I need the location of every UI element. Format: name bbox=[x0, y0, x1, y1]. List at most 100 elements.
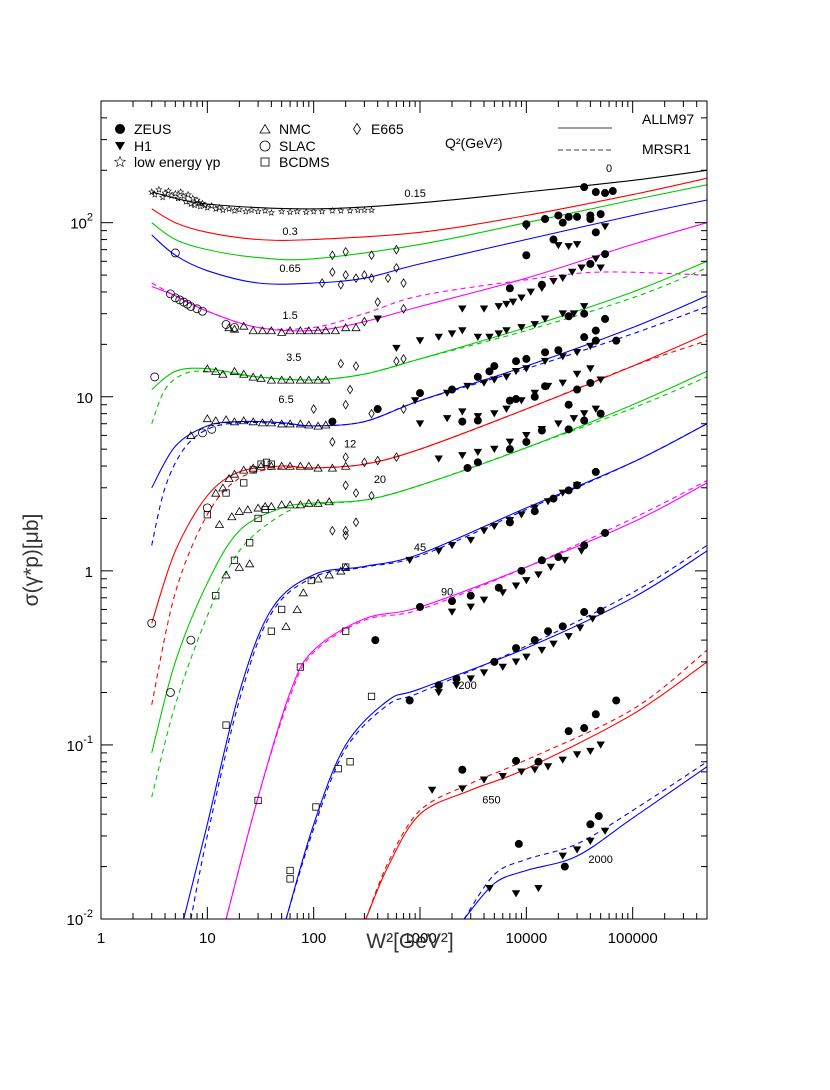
h1-point-21 bbox=[415, 337, 425, 345]
zeus-point-6 bbox=[554, 211, 563, 220]
nmc-point-52 bbox=[285, 500, 295, 509]
h1-point-93 bbox=[434, 689, 443, 697]
zeus-point-0 bbox=[580, 183, 589, 192]
zeus-point-60 bbox=[591, 467, 600, 476]
zeus-point-2 bbox=[601, 189, 610, 198]
zeus-point-53 bbox=[580, 416, 589, 425]
nmc-point-58 bbox=[229, 324, 240, 333]
nmc-point-57 bbox=[224, 323, 234, 332]
lowenergy-point-31 bbox=[254, 207, 262, 215]
nmc-point-79 bbox=[324, 570, 334, 579]
legend-label-mrsr1: MRSR1 bbox=[642, 141, 691, 157]
nmc-point-42 bbox=[327, 463, 338, 472]
nmc-point-22 bbox=[266, 418, 277, 427]
lowenergy-point-8 bbox=[174, 194, 182, 202]
nmc-point-20 bbox=[248, 417, 258, 426]
zeus-point-79 bbox=[580, 608, 589, 617]
zeus-point-33 bbox=[554, 346, 563, 355]
bcdms-point-7 bbox=[230, 556, 239, 564]
h1-point-42 bbox=[522, 365, 531, 373]
h1-point-56 bbox=[558, 379, 567, 387]
x-tick-label-10000: 10000 bbox=[505, 930, 547, 947]
nmc-point-25 bbox=[295, 419, 306, 428]
nmc-point-50 bbox=[266, 501, 277, 510]
slac-point-12 bbox=[192, 304, 202, 314]
h1-point-98 bbox=[511, 658, 521, 666]
h1-point-108 bbox=[498, 772, 507, 781]
legend-marker-0 bbox=[115, 124, 125, 134]
lowenergy-point-42 bbox=[346, 207, 354, 214]
lowenergy-point-26 bbox=[225, 205, 233, 212]
nmc-point-24 bbox=[285, 419, 295, 428]
slac-point-8 bbox=[175, 295, 185, 305]
lowenergy-point-37 bbox=[302, 208, 310, 216]
h1-point-81 bbox=[558, 489, 567, 497]
h1-point-116 bbox=[485, 884, 494, 893]
x-tick-label-1000: 1000 bbox=[403, 930, 436, 947]
h1-point-4 bbox=[564, 243, 573, 251]
e665-point-3 bbox=[393, 244, 400, 255]
h1-point-113 bbox=[572, 751, 582, 759]
y-tick-label-10: 10 bbox=[76, 390, 93, 407]
zeus-point-15 bbox=[591, 228, 600, 237]
h1-point-12 bbox=[526, 288, 535, 296]
bcdms-point-14 bbox=[222, 721, 230, 729]
zeus-point-66 bbox=[537, 556, 546, 565]
zeus-point-13 bbox=[558, 218, 567, 227]
allm97-curve-q2-650 bbox=[365, 661, 707, 919]
nmc-point-26 bbox=[304, 420, 314, 429]
zeus-point-48 bbox=[473, 458, 482, 467]
lowenergy-point-1 bbox=[151, 190, 159, 198]
q2-label-12: 12 bbox=[344, 439, 356, 451]
q2-label-45: 45 bbox=[414, 542, 426, 554]
h1-point-38 bbox=[479, 379, 489, 387]
slac-point-7 bbox=[170, 293, 180, 303]
nmc-point-1 bbox=[202, 364, 213, 373]
zeus-point-24 bbox=[612, 336, 621, 345]
bcdms-point-8 bbox=[246, 539, 254, 547]
zeus-point-83 bbox=[534, 757, 543, 766]
h1-point-31 bbox=[540, 315, 550, 323]
nmc-point-40 bbox=[304, 461, 314, 470]
e665-point-14 bbox=[374, 297, 381, 307]
e665-point-8 bbox=[318, 278, 326, 288]
nmc-point-75 bbox=[281, 621, 291, 630]
h1-point-101 bbox=[549, 640, 558, 648]
lowenergy-point-35 bbox=[286, 208, 294, 216]
zeus-point-35 bbox=[591, 336, 600, 345]
h1-point-72 bbox=[434, 547, 443, 555]
lowenergy-point-11 bbox=[182, 197, 190, 205]
nmc-point-59 bbox=[239, 321, 249, 330]
nmc-point-56 bbox=[324, 497, 334, 506]
bcdms-point-15 bbox=[254, 796, 262, 805]
e665-point-30 bbox=[393, 452, 400, 463]
zeus-point-67 bbox=[554, 553, 563, 562]
bcdms-point-25 bbox=[286, 866, 294, 875]
e665-point-0 bbox=[329, 250, 336, 261]
zeus-point-37 bbox=[458, 417, 467, 426]
zeus-point-9 bbox=[573, 212, 582, 221]
lowenergy-point-7 bbox=[171, 189, 179, 197]
legend-label-0: ZEUS bbox=[134, 121, 171, 137]
zeus-point-85 bbox=[580, 724, 589, 733]
data-points bbox=[147, 183, 621, 898]
zeus-point-5 bbox=[541, 214, 550, 223]
h1-point-46 bbox=[586, 342, 595, 351]
zeus-point-80 bbox=[596, 606, 605, 615]
h1-point-27 bbox=[494, 330, 503, 338]
h1-point-34 bbox=[579, 303, 589, 311]
e665-point-19 bbox=[393, 356, 400, 367]
h1-point-22 bbox=[434, 333, 443, 341]
e665-point-27 bbox=[342, 452, 349, 463]
slac-point-0 bbox=[147, 618, 157, 628]
y-tick-label-0.01: 10-2 bbox=[67, 908, 93, 929]
nmc-point-2 bbox=[211, 366, 221, 375]
legend-label-2: low energy γp bbox=[134, 154, 221, 170]
nmc-point-54 bbox=[304, 498, 314, 507]
h1-point-18 bbox=[591, 255, 600, 263]
bcdms-point-1 bbox=[222, 489, 230, 497]
q2-label-200: 200 bbox=[458, 680, 476, 692]
nmc-point-60 bbox=[248, 326, 258, 335]
h1-point-109 bbox=[517, 768, 526, 776]
